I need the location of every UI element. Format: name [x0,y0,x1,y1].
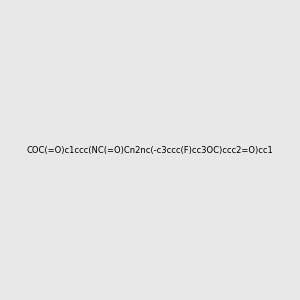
Text: COC(=O)c1ccc(NC(=O)Cn2nc(-c3ccc(F)cc3OC)ccc2=O)cc1: COC(=O)c1ccc(NC(=O)Cn2nc(-c3ccc(F)cc3OC)… [27,146,273,154]
